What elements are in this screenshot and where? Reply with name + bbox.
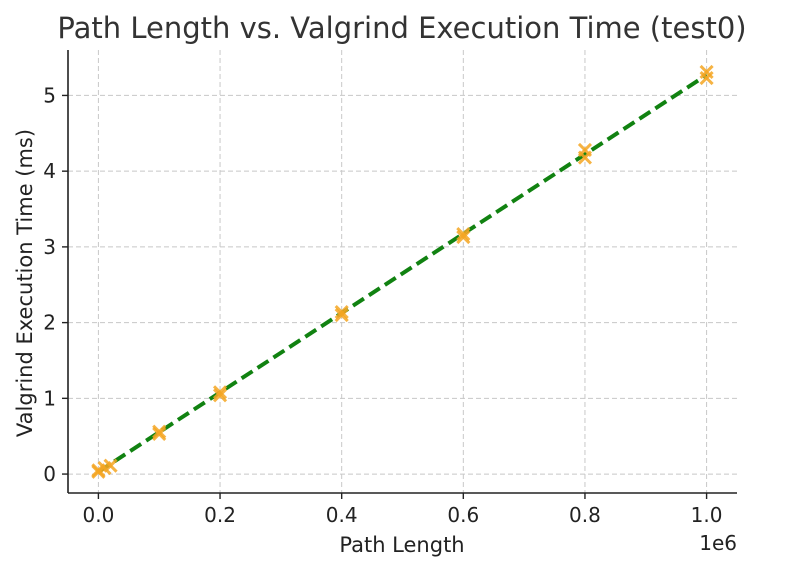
data-point bbox=[577, 142, 593, 158]
data-point bbox=[334, 304, 349, 320]
data-point bbox=[456, 229, 471, 245]
data-point bbox=[456, 226, 471, 242]
x-tick-label: 1.0 bbox=[691, 503, 723, 527]
y-tick-label: 0 bbox=[43, 462, 56, 486]
x-axis-label: Path Length bbox=[339, 533, 464, 557]
fit-line bbox=[97, 73, 708, 474]
chart-title: Path Length vs. Valgrind Execution Time … bbox=[57, 11, 746, 45]
grid bbox=[68, 50, 737, 493]
x-tick-label: 0.8 bbox=[569, 503, 601, 527]
y-tick-label: 4 bbox=[43, 159, 56, 183]
y-tick-label: 2 bbox=[43, 311, 56, 335]
x-tick-label: 0.4 bbox=[326, 503, 358, 527]
x-tick-label: 0.0 bbox=[83, 503, 115, 527]
data-point bbox=[212, 388, 228, 403]
x-axis-offset-label: 1e6 bbox=[699, 531, 737, 555]
y-tick-label: 5 bbox=[43, 83, 56, 107]
x-tick-label: 0.6 bbox=[447, 503, 479, 527]
data-point bbox=[212, 385, 228, 400]
data-point bbox=[152, 424, 167, 439]
data-point bbox=[103, 458, 118, 473]
data-point bbox=[152, 426, 167, 441]
y-tick-label: 1 bbox=[43, 386, 56, 410]
data-point bbox=[334, 307, 349, 323]
axes: 0.0 0.2 0.4 0.6 0.8 1.0 0 1 2 3 4 5 bbox=[43, 50, 737, 527]
y-tick-label: 3 bbox=[43, 235, 56, 259]
data-point bbox=[699, 64, 714, 80]
plot-area bbox=[91, 64, 714, 479]
y-axis-label: Valgrind Execution Time (ms) bbox=[13, 129, 37, 437]
x-tick-label: 0.2 bbox=[204, 503, 236, 527]
